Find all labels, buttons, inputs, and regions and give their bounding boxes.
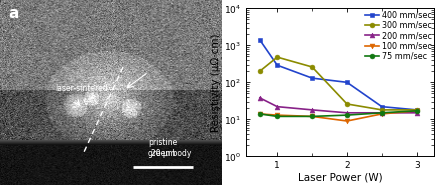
Text: pristine
green body: pristine green body bbox=[148, 138, 192, 158]
75 mm/sec bbox=[275, 115, 280, 117]
100 mm/sec bbox=[379, 113, 385, 115]
Line: 400 mm/sec: 400 mm/sec bbox=[257, 38, 419, 112]
400 mm/sec bbox=[414, 109, 420, 111]
300 mm/sec bbox=[310, 66, 315, 68]
75 mm/sec bbox=[257, 113, 262, 115]
400 mm/sec bbox=[275, 64, 280, 66]
200 mm/sec bbox=[414, 112, 420, 114]
100 mm/sec bbox=[344, 120, 350, 122]
400 mm/sec bbox=[379, 106, 385, 108]
200 mm/sec bbox=[275, 106, 280, 108]
Text: a: a bbox=[9, 6, 19, 21]
400 mm/sec bbox=[257, 39, 262, 41]
75 mm/sec bbox=[414, 110, 420, 112]
200 mm/sec bbox=[310, 109, 315, 111]
300 mm/sec bbox=[414, 109, 420, 111]
75 mm/sec bbox=[344, 114, 350, 116]
100 mm/sec bbox=[414, 110, 420, 112]
Text: laser-sintered: laser-sintered bbox=[55, 84, 108, 93]
75 mm/sec bbox=[379, 112, 385, 114]
400 mm/sec bbox=[310, 77, 315, 79]
200 mm/sec bbox=[344, 112, 350, 114]
Line: 300 mm/sec: 300 mm/sec bbox=[257, 55, 419, 112]
Y-axis label: Resistivity (μΩ·cm): Resistivity (μΩ·cm) bbox=[211, 33, 221, 132]
100 mm/sec bbox=[257, 113, 262, 115]
400 mm/sec bbox=[344, 81, 350, 83]
100 mm/sec bbox=[310, 115, 315, 117]
100 mm/sec bbox=[275, 114, 280, 116]
Legend: 400 mm/sec, 300 mm/sec, 200 mm/sec, 100 mm/sec, 75 mm/sec: 400 mm/sec, 300 mm/sec, 200 mm/sec, 100 … bbox=[364, 10, 432, 61]
Line: 200 mm/sec: 200 mm/sec bbox=[257, 95, 419, 115]
200 mm/sec bbox=[257, 97, 262, 99]
300 mm/sec bbox=[379, 109, 385, 111]
300 mm/sec bbox=[344, 103, 350, 105]
300 mm/sec bbox=[257, 70, 262, 72]
Line: 100 mm/sec: 100 mm/sec bbox=[257, 108, 419, 123]
300 mm/sec bbox=[275, 56, 280, 58]
200 mm/sec bbox=[379, 112, 385, 114]
X-axis label: Laser Power (W): Laser Power (W) bbox=[298, 173, 382, 183]
Text: 20 μm: 20 μm bbox=[151, 149, 175, 157]
Line: 75 mm/sec: 75 mm/sec bbox=[257, 108, 419, 119]
75 mm/sec bbox=[310, 115, 315, 117]
Text: b: b bbox=[204, 0, 215, 2]
